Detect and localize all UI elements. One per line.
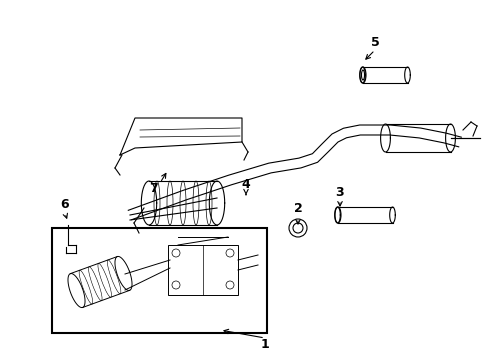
Text: 1: 1 [260, 338, 269, 351]
Text: 6: 6 [61, 198, 69, 211]
Bar [168, 245, 238, 295]
Text: 5: 5 [370, 36, 379, 49]
Text: 7: 7 [148, 181, 157, 194]
Text: 2: 2 [293, 202, 302, 215]
Bar [52, 228, 266, 333]
Text: 4: 4 [241, 179, 250, 192]
Text: 3: 3 [335, 185, 344, 198]
